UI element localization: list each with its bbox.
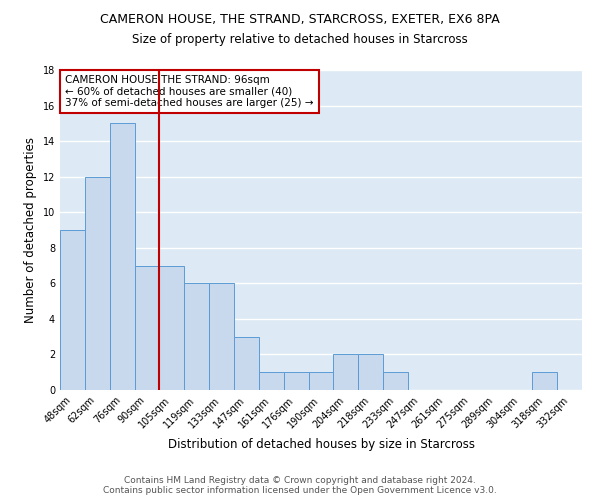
- X-axis label: Distribution of detached houses by size in Starcross: Distribution of detached houses by size …: [167, 438, 475, 451]
- Text: Size of property relative to detached houses in Starcross: Size of property relative to detached ho…: [132, 32, 468, 46]
- Bar: [334, 354, 358, 390]
- Text: Contains HM Land Registry data © Crown copyright and database right 2024.
Contai: Contains HM Land Registry data © Crown c…: [103, 476, 497, 495]
- Bar: [532, 372, 557, 390]
- Bar: [209, 284, 234, 390]
- Bar: [284, 372, 308, 390]
- Y-axis label: Number of detached properties: Number of detached properties: [24, 137, 37, 323]
- Bar: [85, 176, 110, 390]
- Text: CAMERON HOUSE, THE STRAND, STARCROSS, EXETER, EX6 8PA: CAMERON HOUSE, THE STRAND, STARCROSS, EX…: [100, 12, 500, 26]
- Bar: [134, 266, 160, 390]
- Bar: [383, 372, 408, 390]
- Bar: [160, 266, 184, 390]
- Bar: [259, 372, 284, 390]
- Text: CAMERON HOUSE THE STRAND: 96sqm
← 60% of detached houses are smaller (40)
37% of: CAMERON HOUSE THE STRAND: 96sqm ← 60% of…: [65, 75, 314, 108]
- Bar: [358, 354, 383, 390]
- Bar: [184, 284, 209, 390]
- Bar: [60, 230, 85, 390]
- Bar: [308, 372, 334, 390]
- Bar: [110, 124, 134, 390]
- Bar: [234, 336, 259, 390]
